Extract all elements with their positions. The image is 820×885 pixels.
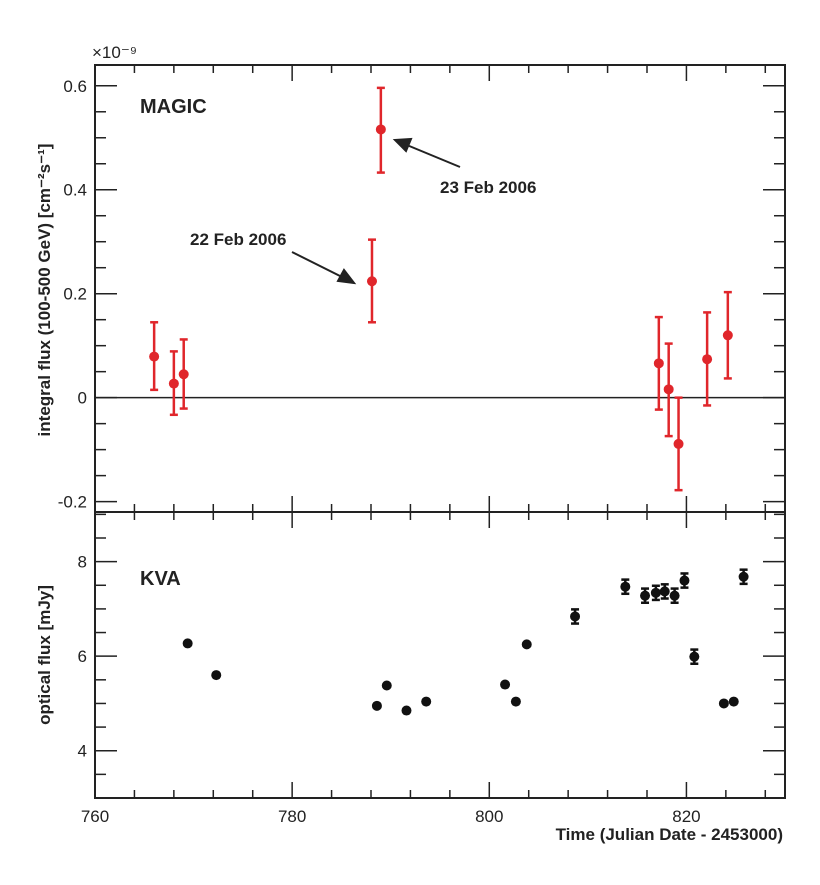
data-point xyxy=(371,700,382,711)
data-point xyxy=(211,670,222,681)
y-tick-label: 4 xyxy=(78,742,87,761)
data-point xyxy=(401,705,412,716)
data-point xyxy=(718,698,729,709)
x-axis-label: Time (Julian Date - 2453000) xyxy=(556,825,783,844)
data-point xyxy=(149,351,160,362)
data-point xyxy=(381,680,392,691)
y-tick-label: 0.2 xyxy=(63,285,87,304)
data-point xyxy=(168,378,179,389)
data-point xyxy=(738,571,749,582)
data-point xyxy=(510,696,521,707)
kva-panel: 4 6 8 760 780 800 820 xyxy=(78,511,786,826)
data-point xyxy=(366,276,377,287)
data-point xyxy=(640,590,651,601)
data-point xyxy=(421,696,432,707)
data-point xyxy=(689,651,700,662)
magic-panel: -0.2 0 0.2 0.4 0.6 xyxy=(58,64,786,513)
x-tick-label: 800 xyxy=(475,807,503,826)
data-point xyxy=(521,639,532,650)
annotation-22-feb: 22 Feb 2006 xyxy=(190,230,286,249)
y-tick-label: 6 xyxy=(78,647,87,666)
data-point xyxy=(702,354,713,365)
data-point xyxy=(653,358,664,369)
kva-y-axis-label: optical flux [mJy] xyxy=(35,585,54,725)
x-tick-label: 820 xyxy=(672,807,700,826)
y-tick-label: 0.4 xyxy=(63,181,87,200)
data-point xyxy=(722,330,733,341)
data-point xyxy=(663,384,674,395)
kva-panel-label: KVA xyxy=(140,568,181,590)
plot-frame xyxy=(94,511,786,799)
annotation-arrow-22-feb xyxy=(291,251,357,285)
data-point xyxy=(659,586,670,597)
data-point xyxy=(182,638,193,649)
annotation-arrow-23-feb xyxy=(392,137,461,168)
y-tick-label: -0.2 xyxy=(58,493,87,512)
magic-y-axis-label: integral flux (100-500 GeV) [cm⁻²s⁻¹] xyxy=(35,144,54,437)
data-point xyxy=(679,575,690,586)
data-point xyxy=(669,590,680,601)
data-point xyxy=(728,696,739,707)
data-point xyxy=(673,438,684,449)
y-tick-label: 8 xyxy=(78,553,87,572)
data-point xyxy=(650,587,661,598)
y-tick-label: 0.6 xyxy=(63,77,87,96)
data-point xyxy=(375,124,386,135)
data-point xyxy=(570,611,581,622)
x-tick-label: 760 xyxy=(81,807,109,826)
y-exponent-label: ×10⁻⁹ xyxy=(92,43,137,62)
x-tick-label: 780 xyxy=(278,807,306,826)
annotation-23-feb: 23 Feb 2006 xyxy=(440,178,536,197)
y-tick-label: 0 xyxy=(78,389,87,408)
magic-panel-label: MAGIC xyxy=(140,96,207,118)
data-point xyxy=(178,369,189,380)
data-point xyxy=(500,679,511,690)
data-point xyxy=(620,581,631,592)
